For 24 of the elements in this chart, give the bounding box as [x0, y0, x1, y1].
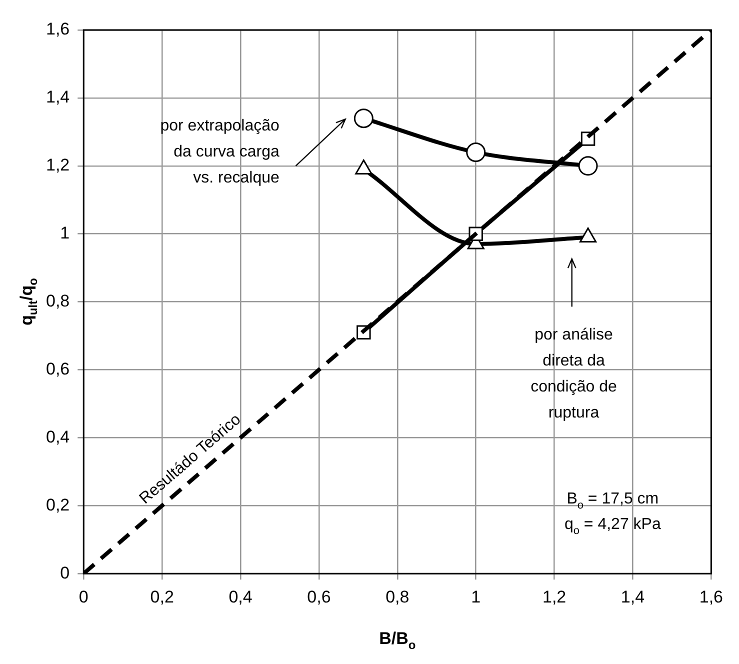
x-tick-label: 0,2: [150, 587, 174, 606]
y-tick-label: 1,4: [46, 88, 70, 107]
point: [354, 108, 374, 128]
x-tick-label: 0,6: [307, 587, 331, 606]
x-tick-label: 0: [78, 587, 88, 606]
y-tick-label: 0,6: [46, 359, 70, 378]
point: [466, 142, 486, 162]
y-axis-title: qult/qo: [17, 278, 40, 326]
point: [578, 156, 598, 176]
annotation: por análise direta da condição de ruptura: [530, 326, 617, 422]
x-tick-label: 1: [471, 587, 481, 606]
y-tick-label: 0,4: [46, 427, 70, 446]
y-tick-label: 1: [60, 224, 70, 243]
x-tick-label: 1,4: [620, 587, 645, 606]
y-tick-label: 0: [60, 563, 70, 582]
y-tick-label: 1,6: [46, 20, 70, 39]
x-tick-label: 0,4: [228, 587, 252, 606]
y-tick-label: 0,2: [46, 495, 70, 514]
annotation: por extrapolação da curva carga vs. recalque: [160, 118, 280, 187]
y-tick-label: 1,2: [46, 156, 70, 175]
x-tick-label: 0,8: [386, 587, 410, 606]
x-tick-label: 1,2: [542, 587, 566, 606]
x-tick-label: 1,6: [699, 587, 724, 606]
y-tick-label: 0,8: [46, 291, 70, 310]
